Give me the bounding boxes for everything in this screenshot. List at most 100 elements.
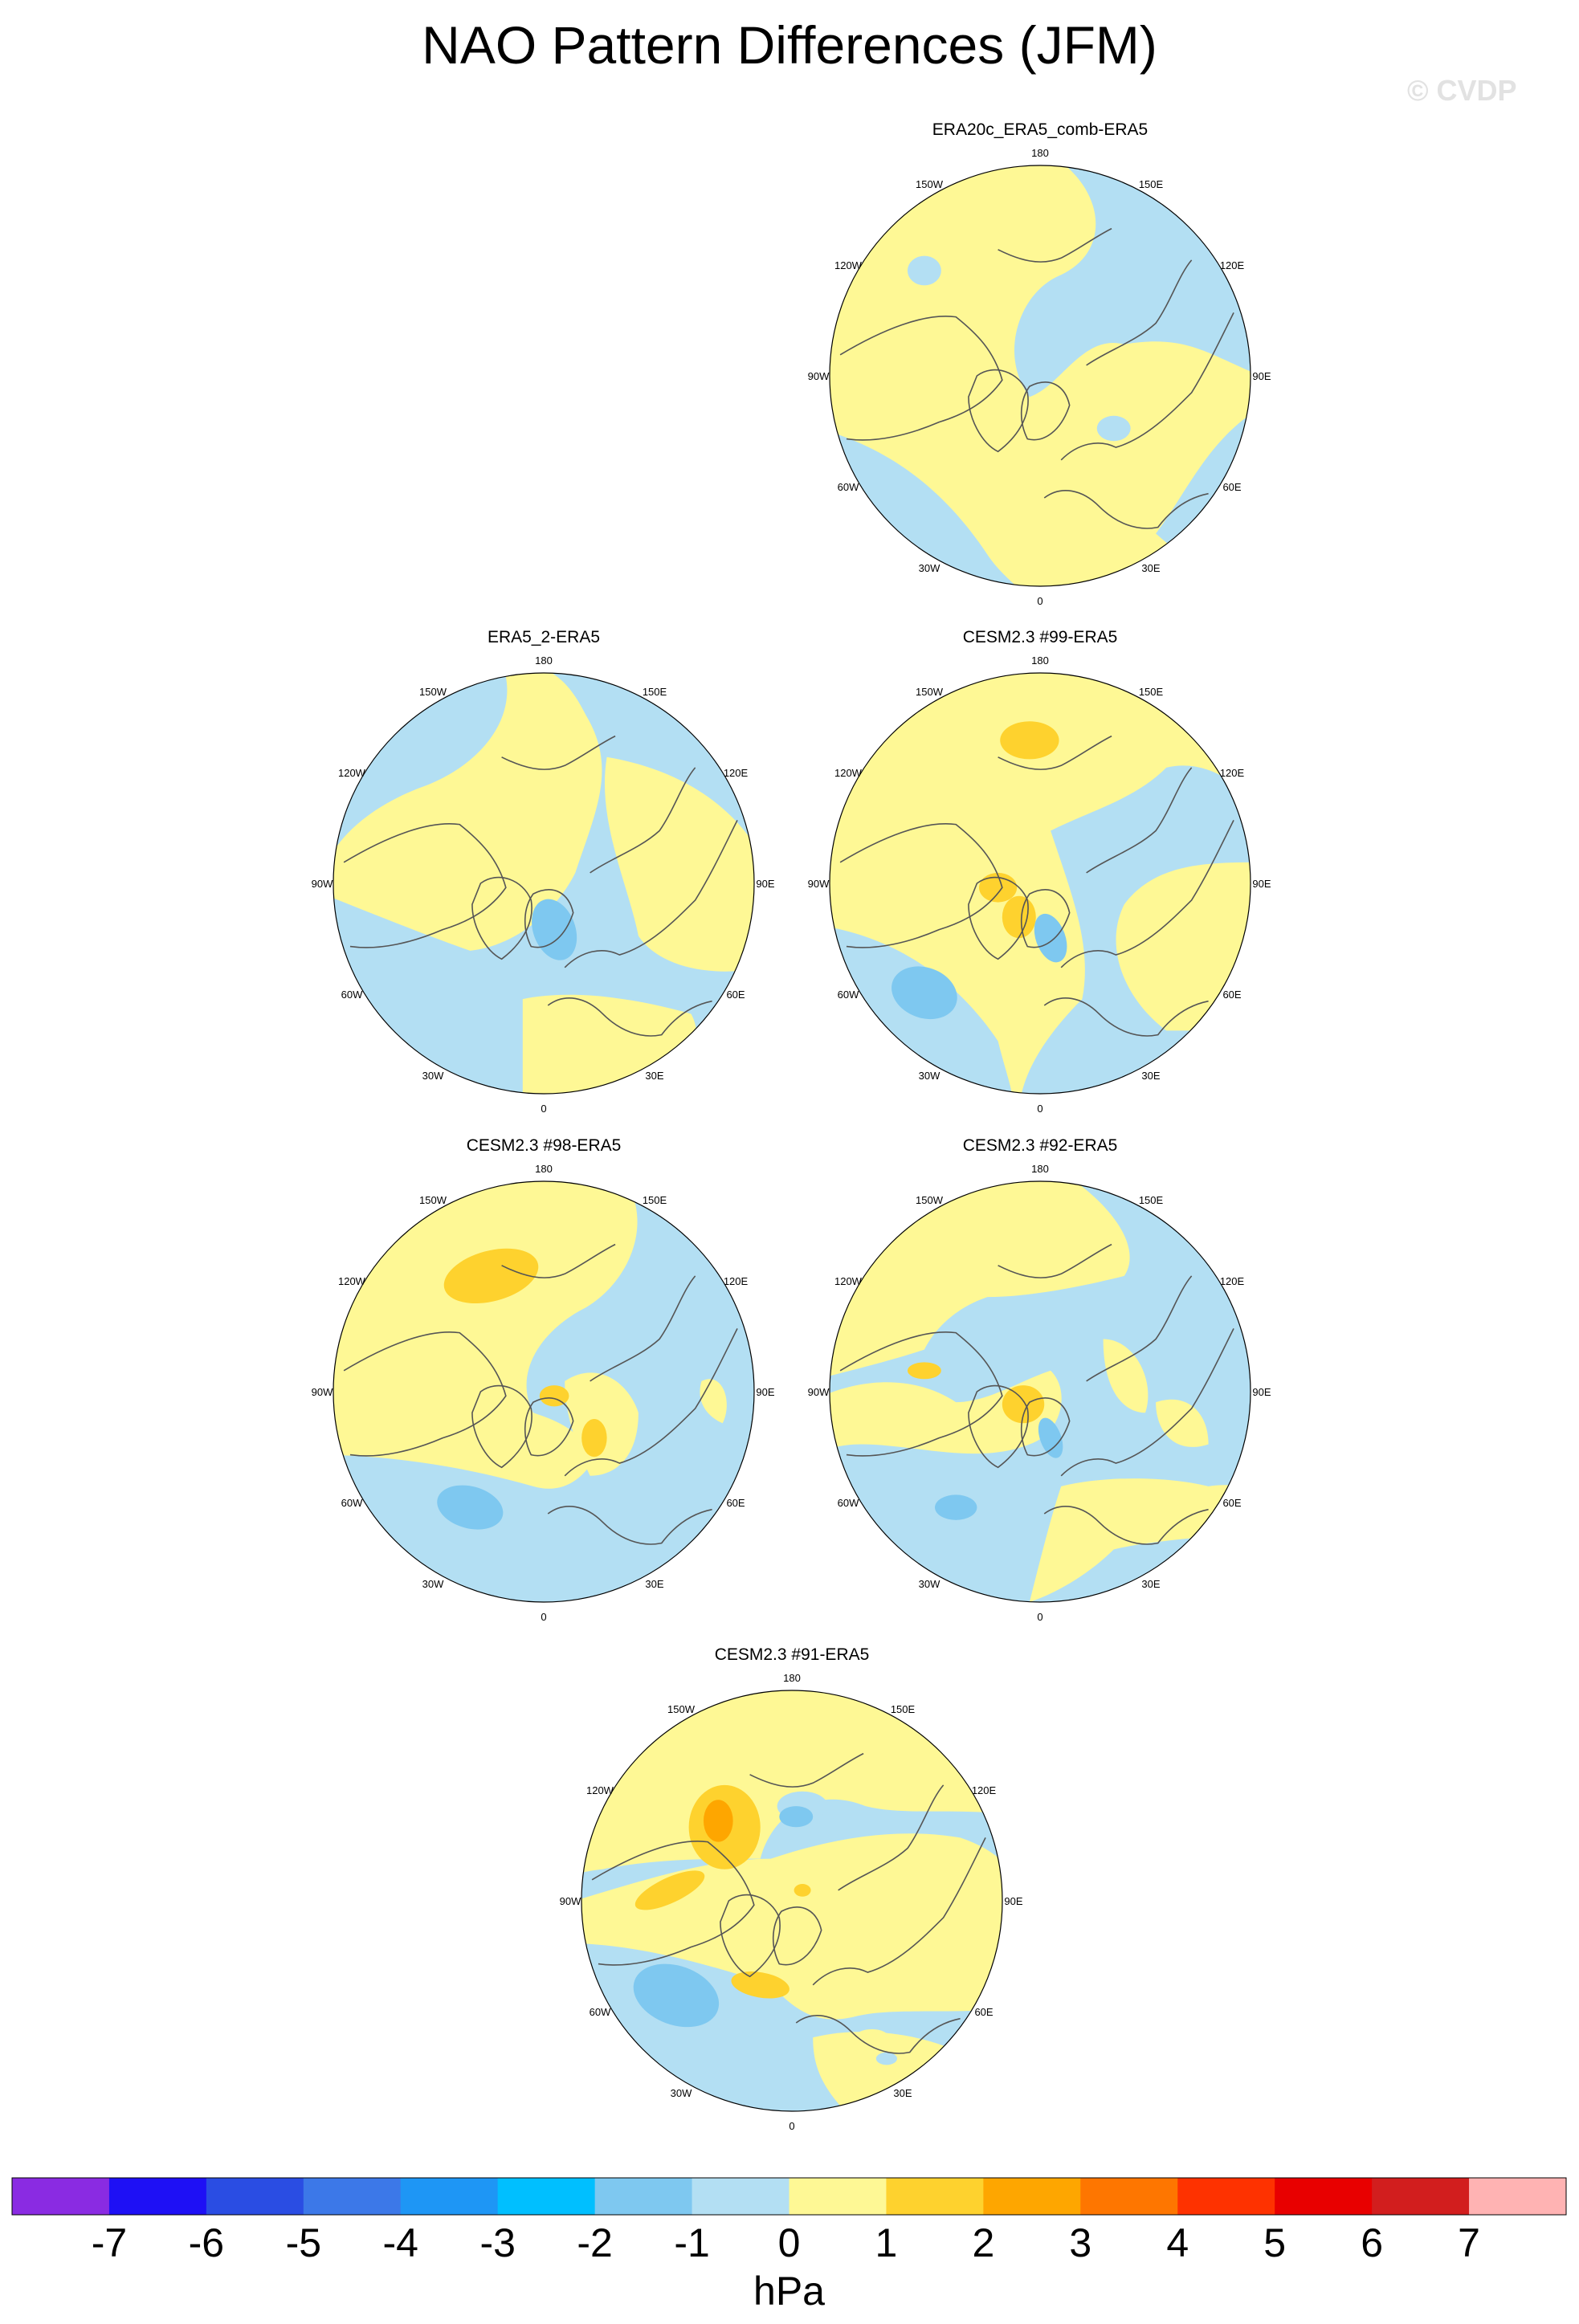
longitude-label: 30E: [645, 1578, 663, 1590]
coastlines: [839, 1243, 1234, 1545]
longitude-label: 30E: [645, 1070, 663, 1082]
negative-core: [1034, 913, 1067, 963]
longitude-label: 60E: [1222, 481, 1241, 493]
coastline: [471, 1384, 532, 1469]
colorbar-tick-label: -3: [479, 2220, 515, 2265]
colorbar-tick-label: 0: [778, 2220, 801, 2265]
negative-region: [1096, 415, 1131, 442]
positive-region: [813, 2032, 952, 2111]
colorbar-tick-label: -2: [577, 2220, 612, 2265]
positive-core: [634, 1870, 705, 1910]
coastline: [998, 227, 1112, 263]
longitude-label: 30E: [893, 2087, 912, 2099]
colorbar-tick-label: 4: [1166, 2220, 1189, 2265]
longitude-label: 60W: [341, 989, 363, 1001]
negative-region: [1018, 765, 1251, 1094]
coastline: [524, 1397, 574, 1457]
colorbar-swatch: [108, 2178, 207, 2215]
map-panel: ERA20c_ERA5_comb-ERA5 180 150E 120E 90E 60E 30…: [808, 120, 1271, 607]
watermark: © CVDP: [1407, 74, 1517, 107]
map-panel: CESM2.3 #91-ERA5 180 150E 120E 90E 60E 30E 0 30W…: [560, 1645, 1023, 2132]
positive-core: [443, 1248, 539, 1304]
coastline: [547, 1506, 712, 1545]
coastline: [998, 1243, 1112, 1278]
map-outline: [829, 672, 1251, 1095]
colorbar-tick-label: -1: [674, 2220, 709, 2265]
longitude-label: 60E: [1222, 989, 1241, 1001]
negative-core: [1038, 1417, 1063, 1458]
coastline: [1086, 259, 1193, 366]
coastline: [590, 767, 696, 874]
longitude-label: 90E: [1004, 1895, 1022, 1907]
colorbar-tick-label: 2: [972, 2220, 994, 2265]
positive-region: [522, 994, 697, 1094]
negative-region: [875, 2052, 897, 2065]
colorbar-tick-label: -7: [92, 2220, 127, 2265]
positive-region: [604, 756, 754, 972]
longitude-label: 120E: [1220, 767, 1245, 779]
longitude-label: 0: [1037, 1611, 1042, 1623]
map-outline: [829, 1180, 1251, 1603]
map-panel: CESM2.3 #99-ERA5 180 150E 120E 90E 60E 30E 0 30W…: [808, 628, 1271, 1115]
colorbar-tick-label: 5: [1263, 2220, 1286, 2265]
coastline: [1043, 1506, 1209, 1545]
longitude-label: 30W: [919, 562, 940, 574]
longitude-label: 60E: [726, 989, 745, 1001]
coastline: [749, 1752, 864, 1788]
coastline: [968, 1384, 1029, 1469]
longitude-label: 120W: [586, 1784, 614, 1796]
colorbar-swatch: [1080, 2178, 1178, 2215]
coastline: [812, 1837, 986, 1986]
longitude-label: 120E: [972, 1784, 997, 1796]
positive-core: [539, 1385, 569, 1407]
longitude-label: 60E: [974, 2006, 993, 2018]
colorbar-swatch: [497, 2178, 596, 2215]
positive-core: [581, 1419, 607, 1458]
coastline: [1020, 1397, 1071, 1457]
map-fill: [581, 1690, 1002, 2111]
negative-core: [935, 1494, 977, 1520]
longitude-label: 90E: [1252, 370, 1271, 382]
coastline: [1086, 767, 1193, 874]
colorbar-swatch: [303, 2178, 402, 2215]
colorbar-swatch: [789, 2178, 887, 2215]
longitude-label: 30W: [671, 2087, 692, 2099]
negative-core: [779, 1806, 814, 1828]
panel-title: CESM2.3 #99-ERA5: [963, 628, 1118, 646]
coastline: [1060, 312, 1234, 461]
panels-layer: ERA20c_ERA5_comb-ERA5 180 150E 120E 90E 60E 30…: [312, 120, 1271, 2132]
colorbar-swatch: [692, 2178, 790, 2215]
coastline: [590, 1275, 696, 1382]
longitude-label: 120W: [338, 1275, 366, 1287]
colorbar-swatch: [1177, 2178, 1275, 2215]
colorbar-swatch: [1275, 2178, 1373, 2215]
positive-core: [907, 1362, 941, 1380]
longitude-label: 180: [535, 654, 553, 667]
coastline: [1020, 889, 1071, 948]
coastline: [1060, 820, 1234, 968]
map-outline: [333, 672, 755, 1095]
longitude-label: 120W: [834, 259, 863, 271]
longitude-label: 150E: [643, 686, 667, 698]
longitude-label: 150E: [1139, 1194, 1164, 1206]
longitude-label: 90E: [756, 1386, 774, 1398]
map-outline: [829, 165, 1251, 587]
longitude-label: 180: [1031, 147, 1049, 159]
map-fill: [830, 1181, 1251, 1602]
longitude-label: 90W: [808, 1386, 830, 1398]
positive-region: [1029, 1478, 1251, 1602]
negative-core: [633, 1963, 720, 2028]
longitude-label: 180: [783, 1672, 801, 1684]
colorbar-tick-label: 1: [875, 2220, 898, 2265]
longitude-label: 30W: [919, 1070, 940, 1082]
coastline: [1043, 490, 1209, 529]
positive-region: [1208, 872, 1251, 915]
coastline: [591, 1841, 755, 1966]
panel-title: CESM2.3 #98-ERA5: [467, 1136, 622, 1155]
coastline: [772, 1906, 822, 1966]
longitude-label: 90W: [312, 1386, 333, 1398]
longitude-label: 0: [541, 1103, 546, 1115]
negative-core: [892, 966, 957, 1020]
longitude-label: 60W: [838, 481, 859, 493]
